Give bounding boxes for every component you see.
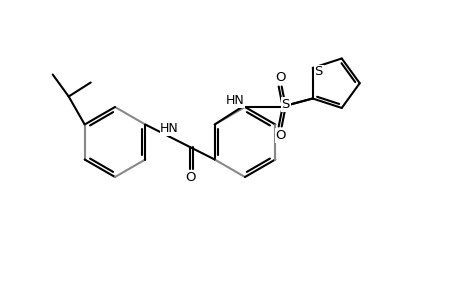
Text: O: O: [275, 129, 285, 142]
Text: O: O: [185, 171, 195, 184]
Text: HN: HN: [225, 94, 244, 107]
Text: S: S: [281, 98, 289, 111]
Text: O: O: [275, 71, 285, 84]
Text: S: S: [314, 65, 322, 78]
Text: HN: HN: [160, 122, 179, 135]
